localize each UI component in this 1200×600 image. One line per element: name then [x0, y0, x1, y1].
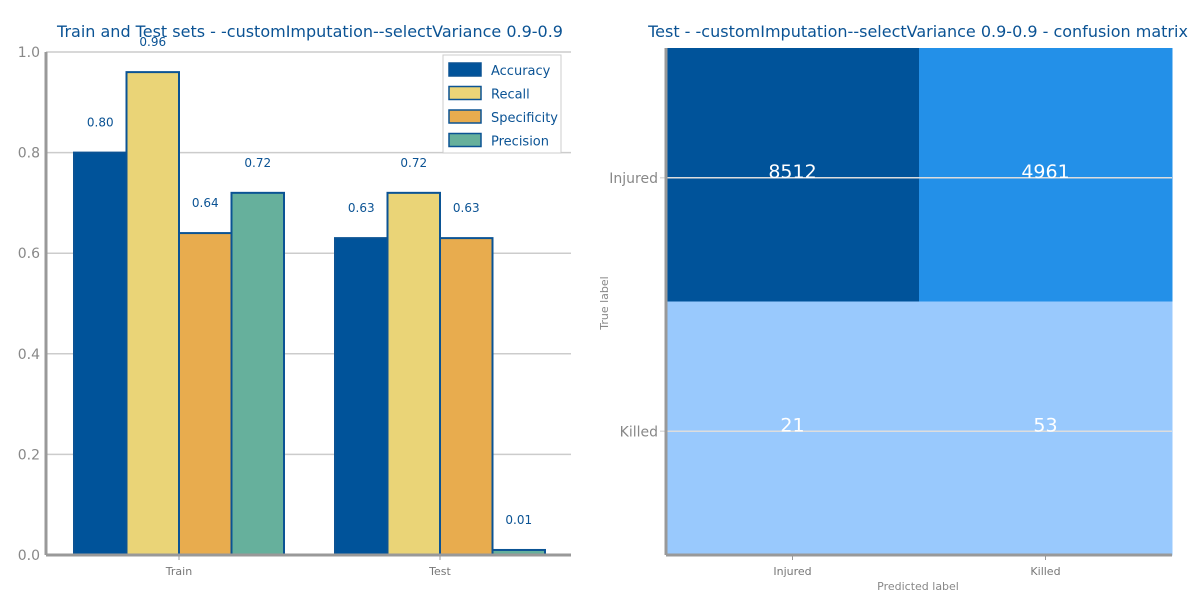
legend-label: Precision	[491, 135, 549, 150]
y-tick-label: 0.2	[18, 447, 40, 463]
legend-swatch	[448, 62, 482, 77]
cm-cell-killed-killed	[919, 301, 1173, 556]
bar-chart-title: Train and Test sets - -customImputation-…	[56, 22, 563, 41]
data-label: 0.80	[87, 116, 114, 130]
x-tick-label: Train	[165, 565, 192, 578]
cm-cells	[660, 48, 1173, 556]
cm-cell-value: 53	[1033, 414, 1057, 436]
cm-title: Test - -customImputation--selectVariance…	[647, 22, 1188, 41]
data-label: 0.72	[400, 156, 427, 170]
bar-specificity-train	[178, 232, 233, 557]
legend-label: Accuracy	[491, 64, 551, 79]
bar-x-tick-labels: Train Test	[165, 555, 452, 578]
y-tick-label: 0.6	[18, 246, 40, 262]
cm-cell-injured-injured	[666, 48, 920, 302]
bar-chart: Train and Test sets - -customImputation-…	[18, 22, 571, 578]
cm-cell-value: 21	[780, 414, 804, 436]
bar-y-tick-labels: 0.0 0.2 0.4 0.6 0.8 1.0	[18, 45, 40, 564]
cm-cell-value: 4961	[1021, 161, 1069, 183]
y-tick-label: 0.0	[18, 548, 40, 564]
bar-data-labels: 0.80 0.63 0.96 0.72 0.64 0.63 0.72 0.01	[87, 35, 532, 527]
cm-y-tick-labels: Injured Killed	[609, 171, 658, 441]
legend-swatch	[448, 132, 482, 148]
y-tick-label: 0.8	[18, 146, 40, 162]
data-label: 0.63	[348, 201, 375, 215]
bar-recall-train	[125, 71, 180, 557]
y-tick-label: 1.0	[18, 45, 40, 61]
bar-legend: Accuracy Recall Specificity Precision	[442, 54, 562, 154]
y-tick-label: 0.4	[18, 347, 40, 363]
cm-x-axis-label: Predicted label	[877, 580, 959, 593]
data-label: 0.64	[192, 196, 219, 210]
bar-accuracy-train	[73, 151, 128, 556]
cm-x-tick-label: Killed	[1030, 565, 1060, 578]
bar-precision-train	[230, 191, 285, 556]
cm-values: 8512 4961 21 53	[768, 161, 1069, 437]
cm-y-tick-label: Killed	[620, 424, 658, 440]
x-tick-label: Test	[428, 565, 451, 578]
data-label: 0.01	[505, 513, 532, 527]
cm-cell-injured-killed	[919, 48, 1173, 302]
legend-label: Specificity	[491, 111, 558, 126]
cm-cell-killed-injured	[666, 301, 920, 556]
cm-cell-value: 8512	[768, 161, 816, 183]
legend-label: Recall	[491, 88, 530, 103]
cm-x-tick-labels: Injured Killed	[773, 555, 1061, 578]
cm-y-axis-label: True label	[598, 276, 611, 330]
bar-specificity-test	[439, 237, 494, 557]
cm-x-tick-label: Injured	[773, 565, 811, 578]
bar-recall-test	[386, 191, 441, 556]
legend-swatch	[448, 109, 482, 124]
confusion-matrix: Test - -customImputation--selectVariance…	[598, 22, 1188, 593]
bar-accuracy-test	[334, 237, 389, 557]
cm-y-tick-label: Injured	[609, 171, 658, 187]
data-label: 0.96	[139, 35, 166, 49]
bar-series	[73, 71, 546, 557]
data-label: 0.72	[244, 156, 271, 170]
data-label: 0.63	[453, 201, 480, 215]
legend-swatch	[448, 85, 482, 101]
